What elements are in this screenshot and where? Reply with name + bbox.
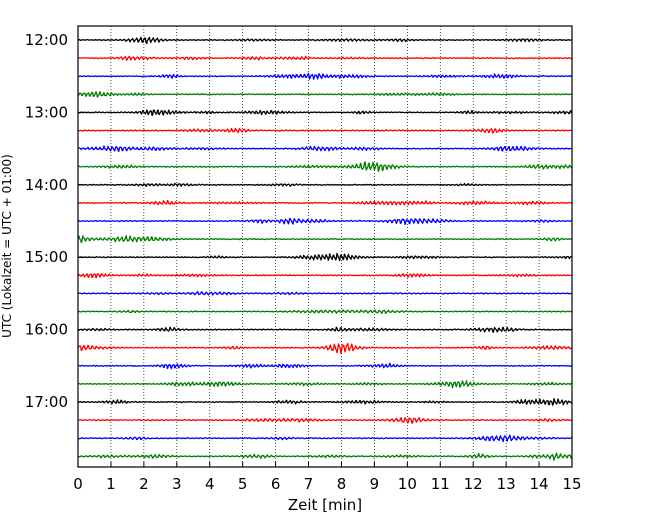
seismic-trace-1430 bbox=[77, 217, 573, 226]
seismic-trace-1700 bbox=[77, 398, 573, 406]
x-tick-label: 4 bbox=[205, 475, 215, 493]
seismic-trace-1200 bbox=[77, 36, 573, 45]
x-tick-label: 12 bbox=[464, 475, 483, 493]
seismic-trace-1645 bbox=[77, 380, 573, 389]
seismic-trace-1545 bbox=[77, 309, 573, 315]
plot-frame bbox=[77, 25, 573, 468]
y-axis-ticks: 12:00 13:00 14:00 15:00 16:00 17:00 bbox=[25, 31, 83, 411]
x-axis-ticks: 0 1 2 3 4 5 6 7 8 9 10 11 12 13 14 15 bbox=[73, 462, 582, 493]
seismic-trace-1615 bbox=[77, 342, 573, 355]
seismic-trace-1245 bbox=[77, 90, 573, 98]
seismic-trace-1300 bbox=[77, 109, 573, 117]
seismic-trace-1445 bbox=[77, 234, 573, 244]
seismic-trace-1715 bbox=[77, 417, 573, 424]
x-tick-label: 8 bbox=[337, 475, 347, 493]
x-axis-label: Zeit [min] bbox=[288, 496, 362, 514]
x-tick-label: 0 bbox=[73, 475, 83, 493]
x-tick-label: 6 bbox=[271, 475, 281, 493]
x-tick-label: 13 bbox=[497, 475, 516, 493]
seismic-trace-1730 bbox=[77, 434, 573, 443]
seismic-trace-1415 bbox=[77, 199, 573, 206]
x-tick-label: 1 bbox=[106, 475, 116, 493]
seismic-trace-1630 bbox=[77, 362, 573, 370]
x-tick-label: 11 bbox=[431, 475, 450, 493]
x-tick-label: 10 bbox=[398, 475, 417, 493]
seismic-trace-1215 bbox=[77, 55, 573, 61]
seismic-trace-1530 bbox=[77, 291, 573, 296]
seismic-trace-1400 bbox=[77, 182, 573, 188]
seismic-trace-1500 bbox=[77, 252, 573, 262]
seismic-traces bbox=[77, 36, 573, 461]
y-tick-label: 13:00 bbox=[25, 103, 68, 121]
seismic-trace-1230 bbox=[77, 72, 573, 80]
x-tick-label: 15 bbox=[562, 475, 581, 493]
seismic-trace-1745 bbox=[77, 452, 573, 461]
y-tick-label: 14:00 bbox=[25, 176, 68, 194]
x-tick-label: 7 bbox=[304, 475, 314, 493]
seismic-trace-1345 bbox=[77, 161, 573, 173]
seismic-trace-1315 bbox=[77, 127, 573, 134]
seismic-trace-1330 bbox=[77, 145, 572, 153]
y-tick-label: 15:00 bbox=[25, 248, 68, 266]
x-tick-label: 5 bbox=[238, 475, 248, 493]
y-tick-label: 16:00 bbox=[25, 321, 68, 339]
seismic-trace-1600 bbox=[77, 326, 573, 333]
y-axis-label: UTC (Lokalzeit = UTC + 01:00) bbox=[0, 154, 14, 338]
x-tick-label: 2 bbox=[139, 475, 149, 493]
x-tick-label: 14 bbox=[530, 475, 549, 493]
seismic-trace-1515 bbox=[77, 272, 573, 279]
y-tick-label: 17:00 bbox=[25, 393, 68, 411]
y-tick-label: 12:00 bbox=[25, 31, 68, 49]
x-tick-label: 9 bbox=[370, 475, 380, 493]
x-tick-label: 3 bbox=[172, 475, 182, 493]
